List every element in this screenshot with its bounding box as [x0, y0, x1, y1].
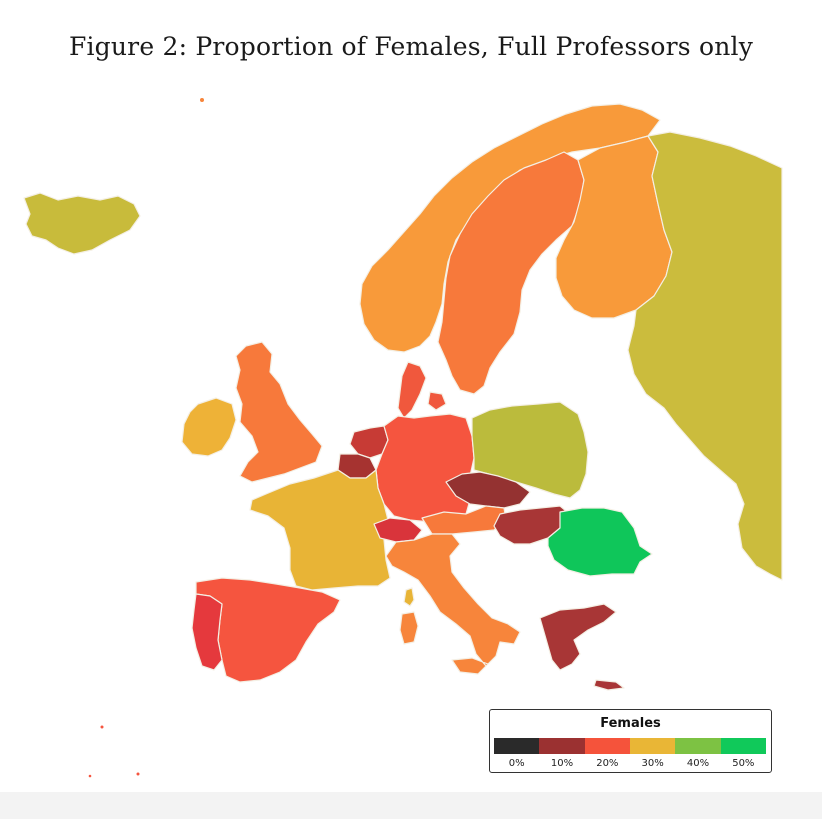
- country-romania: [547, 507, 653, 577]
- legend: Females 0% 10% 20% 30% 40% 50%: [489, 709, 772, 773]
- country-ireland: [181, 397, 237, 457]
- country-denmark: [397, 361, 447, 419]
- country-russia: [627, 131, 783, 581]
- legend-tick-label: 0%: [508, 758, 525, 769]
- legend-tick-label: 20%: [596, 758, 619, 769]
- country-switzerland: [373, 517, 423, 543]
- country-iceland: [23, 192, 141, 255]
- legend-tick-label: 10%: [550, 758, 574, 769]
- legend-title: Females: [600, 716, 661, 731]
- bottom-strip: [0, 792, 822, 819]
- figure-caption: Figure 2: Proportion of Females, Full Pr…: [68, 32, 754, 61]
- europe-map: [23, 98, 783, 778]
- country-norway: [359, 103, 661, 353]
- legend-color-bar: [494, 738, 766, 754]
- country-corsica: [403, 587, 415, 607]
- country-italy: [385, 533, 521, 675]
- legend-swatch: [720, 738, 766, 754]
- legend-tick-label: 50%: [732, 758, 755, 769]
- legend-swatch: [629, 738, 676, 754]
- legend-swatch: [494, 738, 540, 754]
- country-france: [249, 469, 391, 591]
- legend-swatch: [539, 738, 585, 754]
- legend-ticks: 0% 10% 20% 30% 40% 50%: [494, 758, 766, 770]
- country-greece: [539, 603, 625, 691]
- country-germany: [375, 413, 475, 523]
- legend-swatch: [584, 738, 630, 754]
- country-poland: [471, 401, 589, 499]
- legend-tick-label: 40%: [686, 758, 710, 769]
- country-sardinia: [399, 611, 419, 645]
- country-czech: [445, 471, 531, 509]
- legend-tick-label: 30%: [641, 758, 664, 769]
- country-uk: [235, 341, 323, 483]
- country-portugal: [191, 593, 223, 671]
- legend-swatch: [675, 738, 721, 754]
